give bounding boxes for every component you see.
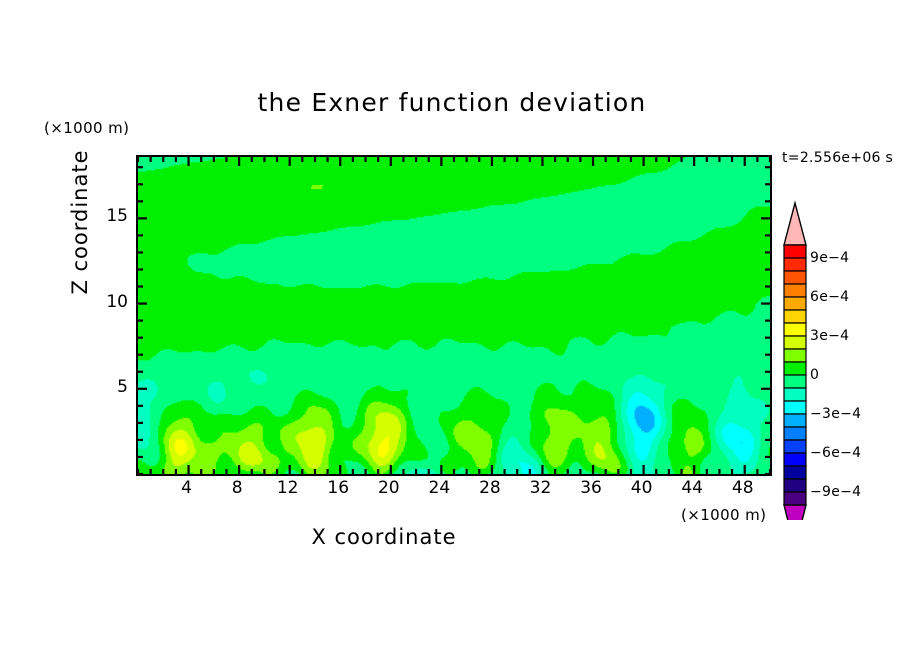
- x-tick-label: 20: [377, 478, 400, 498]
- x-tick-label: 48: [731, 478, 754, 498]
- y-axis-title: Z coordinate: [68, 149, 92, 295]
- y-tick-label: 10: [106, 291, 128, 312]
- x-tick-label: 44: [681, 478, 703, 498]
- colorbar-tick-label: −9e−4: [810, 484, 862, 500]
- x-tick-label: 16: [327, 478, 350, 498]
- page-title: the Exner function deviation: [257, 88, 647, 117]
- colorbar-tick-label: 0: [810, 367, 820, 383]
- time-annotation: t=2.556e+06 s: [782, 150, 894, 166]
- contour-field: [138, 157, 770, 474]
- colorbar-tick-label: 6e−4: [810, 289, 850, 305]
- colorbar: 9e−4 6e−4 3e−4 0 −3e−4 −6e−4 −9e−4: [780, 200, 904, 550]
- x-tick-label: 40: [630, 478, 653, 498]
- colorbar-bands: [783, 200, 807, 550]
- colorbar-tick-label: −6e−4: [810, 445, 862, 461]
- y-tick-label: 5: [117, 376, 128, 397]
- x-axis-unit-label: (×1000 m): [681, 506, 767, 524]
- contour-plot-area: [136, 155, 772, 476]
- x-axis-title: X coordinate: [311, 525, 457, 549]
- x-tick-label: 12: [276, 478, 299, 498]
- x-tick-label: 32: [529, 478, 552, 498]
- x-tick-label: 8: [231, 478, 243, 498]
- colorbar-tick-label: −3e−4: [810, 406, 862, 422]
- y-tick-label: 15: [106, 206, 128, 227]
- contour-field-clip: [138, 157, 770, 474]
- x-tick-label: 28: [479, 478, 501, 498]
- x-tick-label: 4: [181, 478, 192, 498]
- colorbar-tick-label: 3e−4: [810, 328, 850, 344]
- colorbar-tick-label: 9e−4: [810, 250, 850, 266]
- x-tick-label: 24: [428, 478, 451, 498]
- y-axis-unit-label: (×1000 m): [44, 119, 130, 137]
- x-tick-label: 36: [580, 478, 602, 498]
